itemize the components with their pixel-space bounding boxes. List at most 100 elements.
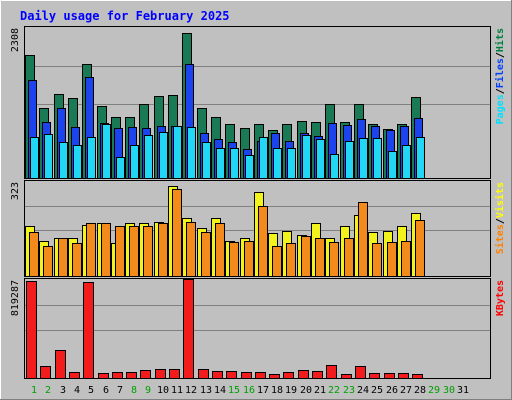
bar-kbytes-day-13 — [198, 369, 209, 379]
day-label: 30 — [443, 385, 455, 396]
bar-sites-day-2 — [43, 246, 53, 277]
legend-entry: KBytes — [495, 280, 506, 316]
bar-kbytes-day-27 — [398, 373, 409, 379]
bar-sites-day-1 — [29, 232, 39, 277]
bar-pages-day-6 — [102, 124, 111, 179]
bar-kbytes-day-1 — [26, 281, 37, 379]
bar-kbytes-day-7 — [112, 372, 123, 379]
bar-kbytes-day-10 — [155, 369, 166, 379]
bar-pages-day-8 — [130, 145, 139, 179]
bar-pages-day-19 — [287, 148, 296, 179]
bar-kbytes-day-21 — [312, 371, 323, 379]
bar-kbytes-day-17 — [255, 372, 266, 379]
day-label: 18 — [271, 385, 283, 396]
bar-sites-day-4 — [72, 243, 82, 277]
bar-kbytes-day-15 — [226, 371, 237, 379]
bar-sites-day-16 — [244, 241, 254, 277]
day-label: 21 — [314, 385, 326, 396]
bar-sites-day-8 — [129, 226, 139, 277]
bar-kbytes-day-23 — [341, 374, 352, 379]
bar-sites-day-28 — [415, 220, 425, 277]
day-label: 22 — [328, 385, 340, 396]
bar-sites-day-10 — [158, 223, 168, 277]
bar-sites-day-12 — [186, 222, 196, 277]
bar-pages-day-17 — [259, 137, 268, 179]
day-label: 27 — [400, 385, 412, 396]
legend-entry: Visits — [494, 182, 506, 218]
bar-pages-day-7 — [116, 157, 125, 179]
bar-kbytes-day-14 — [212, 371, 223, 379]
bar-sites-day-21 — [315, 238, 325, 277]
panel-legend: Pages/Files/Hits — [494, 28, 506, 124]
day-label: 8 — [131, 385, 137, 396]
bar-sites-day-3 — [58, 238, 68, 277]
day-label: 19 — [285, 385, 297, 396]
bar-sites-day-22 — [329, 242, 339, 277]
bar-pages-day-18 — [273, 148, 282, 179]
bar-kbytes-day-12 — [183, 279, 194, 379]
bar-kbytes-day-18 — [269, 374, 280, 379]
day-label: 4 — [74, 385, 80, 396]
bar-kbytes-day-22 — [326, 365, 337, 379]
bar-kbytes-day-16 — [241, 372, 252, 379]
bar-pages-day-12 — [187, 127, 196, 179]
bar-sites-day-25 — [372, 243, 382, 277]
bar-kbytes-day-9 — [140, 370, 151, 379]
bar-sites-day-17 — [258, 206, 268, 277]
day-label: 23 — [343, 385, 355, 396]
bar-pages-day-20 — [302, 135, 311, 179]
bar-kbytes-day-6 — [98, 373, 109, 379]
bar-sites-day-14 — [215, 223, 225, 277]
bar-pages-day-13 — [202, 142, 211, 179]
bar-kbytes-day-5 — [83, 282, 94, 379]
day-label: 5 — [88, 385, 94, 396]
day-label: 13 — [200, 385, 212, 396]
bar-kbytes-day-24 — [355, 366, 366, 379]
bar-sites-day-6 — [101, 223, 111, 277]
plot-area — [24, 278, 491, 379]
bar-kbytes-day-3 — [55, 350, 66, 379]
day-label: 20 — [300, 385, 312, 396]
day-label: 2 — [45, 385, 51, 396]
bar-pages-day-22 — [330, 154, 339, 179]
bar-pages-day-21 — [316, 139, 325, 179]
bar-kbytes-day-11 — [169, 369, 180, 379]
bar-sites-day-19 — [286, 243, 296, 277]
day-label: 31 — [457, 385, 469, 396]
day-label: 3 — [60, 385, 66, 396]
bar-pages-day-10 — [159, 132, 168, 179]
day-label: 1 — [31, 385, 37, 396]
bar-pages-day-9 — [144, 135, 153, 179]
panel-max-label: 323 — [10, 182, 21, 200]
legend-entry: Files — [494, 58, 506, 88]
legend-separator: / — [495, 88, 506, 94]
day-label: 16 — [243, 385, 255, 396]
bar-kbytes-day-19 — [283, 372, 294, 379]
bar-pages-day-25 — [373, 138, 382, 179]
bar-pages-day-5 — [87, 137, 96, 179]
bar-pages-day-2 — [44, 134, 53, 179]
day-label: 25 — [371, 385, 383, 396]
bar-kbytes-day-8 — [126, 372, 137, 379]
bar-kbytes-day-20 — [298, 370, 309, 379]
day-label: 10 — [157, 385, 169, 396]
bar-pages-day-26 — [388, 151, 397, 179]
legend-entry: Hits — [494, 28, 506, 52]
bar-kbytes-day-4 — [69, 372, 80, 379]
bar-kbytes-day-26 — [384, 373, 395, 379]
bar-sites-day-23 — [344, 238, 354, 277]
bar-sites-day-18 — [272, 246, 282, 277]
day-label: 24 — [357, 385, 369, 396]
bar-sites-day-9 — [143, 226, 153, 277]
bar-sites-day-24 — [358, 202, 368, 277]
bar-sites-day-26 — [387, 242, 397, 277]
day-label: 12 — [185, 385, 197, 396]
legend-separator: / — [495, 218, 506, 224]
bar-kbytes-day-25 — [369, 373, 380, 379]
chart-title: Daily usage for February 2025 — [20, 9, 230, 23]
day-label: 26 — [386, 385, 398, 396]
legend-entry: Pages — [495, 94, 506, 124]
day-label: 11 — [171, 385, 183, 396]
bar-pages-day-3 — [59, 142, 68, 179]
panels-group: 2308Pages/Files/Hits323Sites/Visits81928… — [10, 26, 506, 379]
